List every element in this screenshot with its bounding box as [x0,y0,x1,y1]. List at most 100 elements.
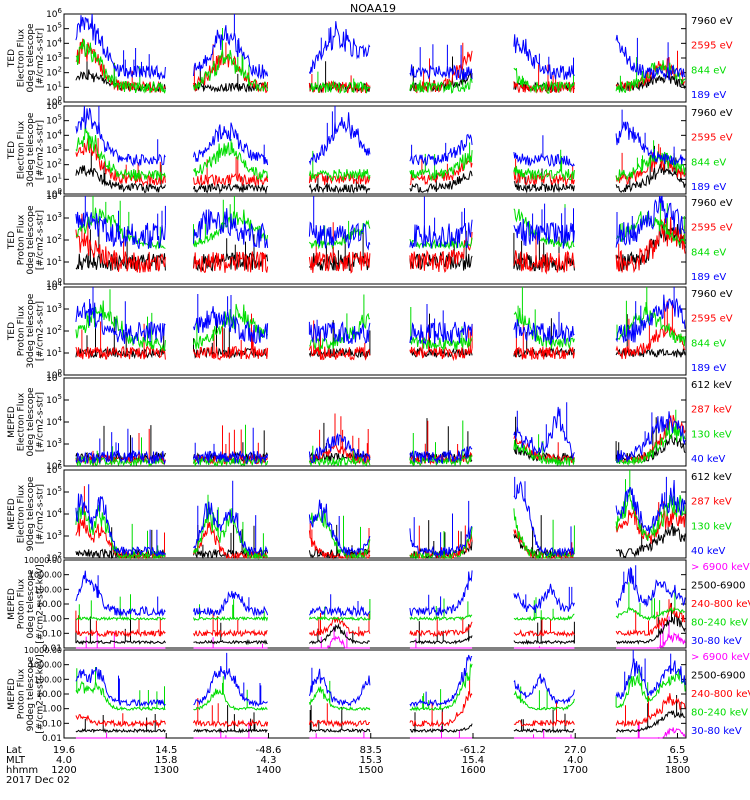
legend-entry: 2500-6900 [691,671,746,682]
y-tick-label: 105 [46,114,62,127]
legend-entry: 7960 eV [691,198,733,209]
y-tick-label: 101 [46,80,62,93]
x-tick-label-lat: 19.6 [53,745,75,756]
legend-entry: 40 keV [691,546,725,557]
chart-title: NOAA19 [350,2,396,15]
y-axis-label: MEPED [7,678,17,710]
legend-entry: 130 keV [691,521,732,532]
y-axis-label: Proton Flux [17,578,27,629]
y-axis-label: [#/cm2-s-str] [36,28,46,88]
y-axis-label: TED [7,322,17,341]
y-axis-label: MEPED [7,588,17,620]
y-tick-label: 1000.00 [29,571,62,580]
series-spikes [76,667,679,710]
legend-entry: 80-240 keV [691,708,748,719]
y-tick-label: 102 [46,158,62,171]
series-line [75,163,686,195]
y-axis-label: Electron Flux [17,392,27,451]
x-tick-label-mlt: 15.3 [360,755,382,766]
y-tick-label: 103 [46,51,62,64]
y-tick-label: 1000.00 [29,661,62,670]
series-line [75,612,686,646]
series-spikes [122,679,649,725]
legend-entry: 7960 eV [691,16,733,27]
y-axis-label: [#/cm2-s-str] [36,120,46,180]
y-tick-label: 104 [46,415,62,428]
x-tick-label-hhmm: 1800 [665,765,690,776]
y-tick-label: 0.10 [42,629,62,639]
legend-entry: 7960 eV [691,108,733,119]
series-spikes [96,565,637,616]
series-line [75,662,686,712]
y-axis-label: Electron Flux [17,120,27,179]
series-line [75,433,686,464]
series-line [75,654,686,708]
series-line [75,326,686,362]
series-spikes [123,14,669,76]
series-line [75,605,686,622]
x-tick-label-lat: 6.5 [670,745,686,756]
legend-entry: 844 eV [691,65,726,76]
y-tick-label: 1.00 [42,705,62,715]
y-axis-label: 0deg telescope [26,387,36,457]
series-spikes [92,413,559,464]
y-tick-label: 103 [46,302,62,315]
y-axis-label: TED [7,49,17,68]
y-tick-label: 106 [46,7,62,20]
panel-8: 0.01 0.10 1.00 10.00 100.00 1000.00 10000.00 ME… [7,646,750,744]
y-axis-label: Electron Flux [17,28,27,87]
series-spikes [99,402,653,464]
legend-entry: 2595 eV [691,41,733,52]
series-spikes [85,616,670,648]
y-tick-label: 103 [46,143,62,156]
legend-entry: 2595 eV [691,223,733,234]
series-spikes [83,486,665,558]
y-tick-label: 104 [46,128,62,141]
series-line [75,508,686,560]
x-tick-label-mlt: 15.8 [155,755,177,766]
series-line [75,137,686,188]
series-line [75,207,686,250]
series-spikes [96,106,683,165]
series-spikes [90,145,677,192]
series-line [75,69,686,94]
series-line [75,568,686,618]
y-axis-label: Proton Flux [17,214,27,265]
x-tick-label-mlt: 4.0 [567,755,583,766]
footer-label-hhmm: hhmm [6,765,38,776]
series-line [75,727,686,739]
legend-entry: 844 eV [691,157,726,168]
x-tick-label-hhmm: 1300 [154,765,179,776]
x-tick-label-mlt: 4.0 [56,755,72,766]
series-line [75,300,686,352]
y-tick-label: 0.01 [42,734,62,744]
series-spikes [75,599,670,636]
y-tick-label: 100.00 [34,585,62,594]
y-tick-label: 10000.00 [24,556,62,565]
series-spikes [81,300,673,360]
x-tick-label-hhmm: 1200 [51,765,76,776]
legend-entry: 130 keV [691,429,732,440]
series-spikes [84,196,663,243]
y-axis-label: 0deg telescope [26,23,36,93]
legend-entry: 844 eV [691,247,726,258]
series-spikes [84,695,682,732]
footer-label-mlt: MLT [6,755,26,766]
legend-entry: 240-800 keV [691,599,750,610]
y-axis-label: 0deg telescope [26,205,36,275]
y-tick-label: 101 [46,346,62,359]
y-axis-label: 0deg telescope [26,569,36,639]
legend-entry: 7960 eV [691,289,733,300]
y-tick-label: 1.00 [42,615,62,625]
series-spikes [92,196,685,246]
y-tick-label: 10.00 [36,600,62,610]
y-tick-label: 103 [46,437,62,450]
x-tick-label-hhmm: 1500 [358,765,383,776]
legend-entry: 30-80 keV [691,726,742,737]
series-line [75,406,686,465]
